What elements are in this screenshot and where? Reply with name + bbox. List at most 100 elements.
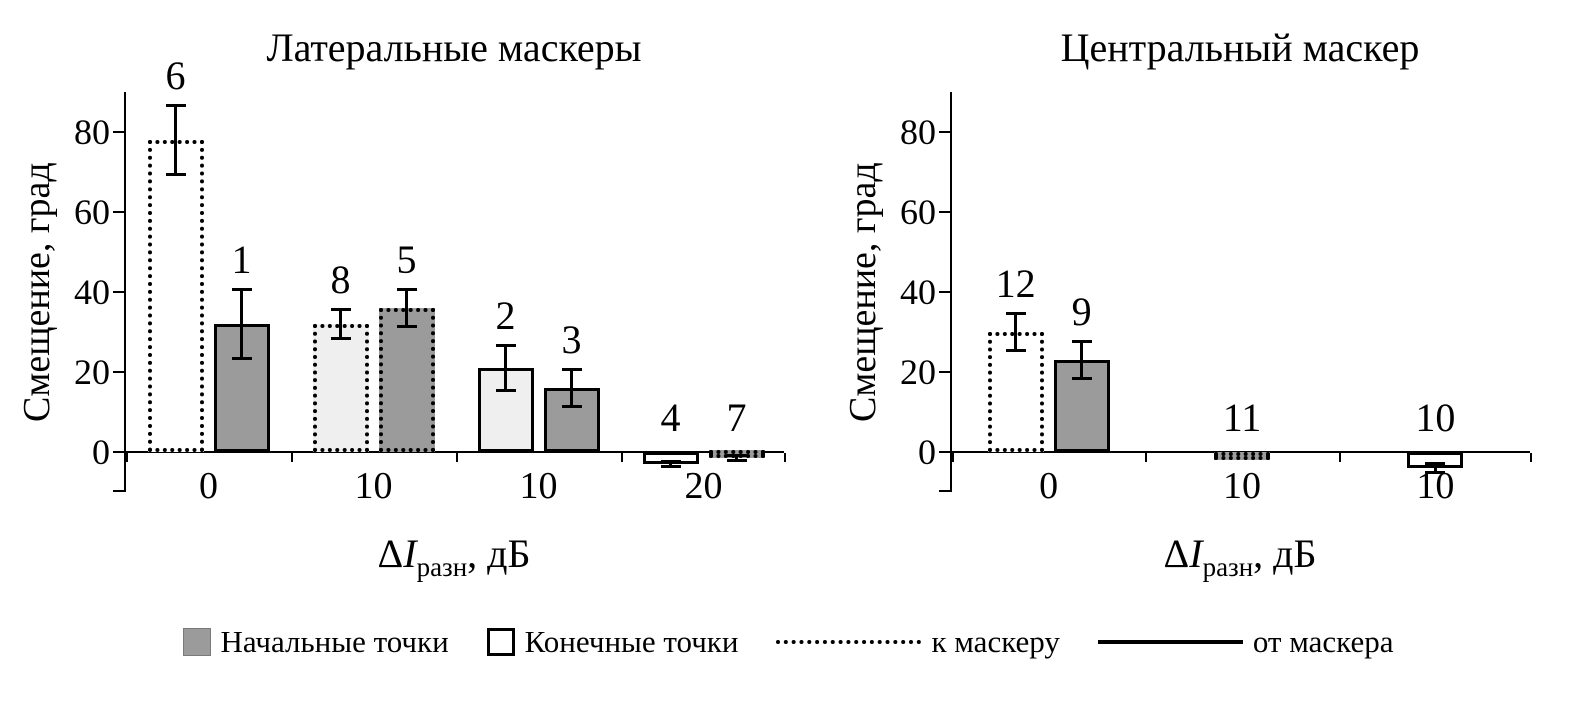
xlabel-suffix: , дБ [467, 531, 531, 576]
x-axis-boundary-tick [621, 453, 623, 462]
x-tick-label: 10 [354, 465, 393, 507]
error-bar [231, 288, 252, 360]
x-axis-boundary-tick [126, 453, 128, 462]
y-tick-label: 40 [900, 272, 936, 312]
y-axis-end-tick [939, 490, 950, 492]
x-axis-boundary-tick [291, 453, 293, 462]
error-bar [1005, 312, 1026, 352]
chart-title-lateral: Латеральные маскеры [266, 25, 642, 70]
solid-line-swatch-icon [1097, 640, 1243, 644]
x-tick-label: 0 [1039, 465, 1059, 507]
y-axis-tick-labels: 0 20 40 60 80 [886, 92, 950, 492]
y-tick-label: 80 [74, 112, 110, 152]
x-axis-boundary-tick [1338, 453, 1341, 462]
x-tick-label: 0 [199, 465, 218, 507]
error-bar [1071, 340, 1092, 380]
legend-item-end-points: Конечные точки [486, 624, 738, 660]
y-tick-mark [113, 371, 124, 373]
bar-11 [1214, 452, 1270, 460]
gray-square-swatch-icon [182, 628, 211, 656]
y-tick-mark [939, 211, 950, 213]
error-bar [165, 104, 186, 176]
plot-area: 0 10 10 20 6 1 8 5 2 3 4 7 [124, 56, 786, 506]
bar-label: 2 [495, 293, 516, 338]
y-tick-label: 60 [900, 192, 936, 232]
x-tick-label: 20 [684, 465, 723, 507]
bar-6 [147, 140, 204, 452]
x-axis-line [126, 451, 784, 453]
x-axis-boundary-tick [1530, 453, 1532, 462]
xlabel-subscript: разн [1202, 552, 1254, 582]
x-axis-boundary-tick [456, 453, 458, 462]
bar-1 [213, 324, 270, 452]
error-bar [330, 308, 351, 340]
y-tick-mark [939, 131, 950, 133]
bar-label: 6 [165, 53, 186, 98]
bar-label: 4 [660, 395, 681, 440]
white-square-swatch-icon [486, 628, 515, 656]
chart-body: Смещение, град 0 20 40 60 80 0 10 10 12 9 11 10 [840, 92, 1532, 506]
x-axis-boundary-tick [1145, 453, 1148, 462]
bar-5 [378, 308, 435, 452]
legend-item-initial-points: Начальные точки [182, 624, 449, 660]
dotted-line-swatch-icon [776, 640, 922, 644]
legend-label: от маскера [1252, 624, 1394, 659]
y-tick-mark [113, 291, 124, 293]
legend-label: к маскеру [931, 624, 1060, 659]
chart-title-central: Центральный маскер [1060, 25, 1420, 70]
error-bar [726, 454, 747, 462]
y-tick-mark [939, 451, 950, 453]
plot-area: 0 10 10 12 9 11 10 [950, 92, 1532, 506]
x-tick-label: 10 [1223, 465, 1261, 507]
chart-panel-central-masker: Центральный маскер Смещение, град 0 20 40 6… [840, 20, 1532, 582]
bar-label: 7 [726, 395, 747, 440]
xlabel-delta: Δ [377, 531, 404, 576]
x-axis-title: ΔIразн, дБ [124, 528, 784, 582]
bar-label: 10 [1415, 395, 1456, 440]
x-axis-title: ΔIразн, дБ [950, 528, 1530, 582]
bar-label: 11 [1222, 395, 1262, 440]
y-tick-label: 80 [900, 112, 936, 152]
y-tick-label: 40 [74, 272, 110, 312]
bar-label: 5 [396, 237, 417, 282]
bar-label: 9 [1071, 289, 1092, 334]
xlabel-suffix: , дБ [1253, 531, 1317, 576]
y-tick-mark [113, 211, 124, 213]
xlabel-delta: Δ [1163, 531, 1190, 576]
bar-8 [312, 324, 369, 452]
x-axis-boundary-tick [952, 453, 954, 462]
legend-label: Начальные точки [220, 624, 449, 659]
y-tick-mark [113, 451, 124, 453]
y-tick-label: 0 [92, 432, 110, 472]
chart-body: Смещение, град 0 20 40 60 80 0 10 10 20 6 1 8 5 2 3 4 7 [14, 56, 786, 506]
xlabel-subscript: разн [416, 552, 468, 582]
error-bar [660, 460, 681, 468]
y-tick-label: 60 [74, 192, 110, 232]
y-tick-mark [939, 291, 950, 293]
chart-panel-lateral-maskers: Латеральные маскеры Смещение, град 0 20 40… [14, 20, 786, 582]
y-tick-mark [113, 131, 124, 133]
legend: Начальные точки Конечные точки к маскеру… [0, 624, 1576, 660]
bar-label: 8 [330, 257, 351, 302]
error-bar [1425, 462, 1446, 474]
y-tick-label: 0 [918, 432, 936, 472]
charts-row: Латеральные маскеры Смещение, град 0 20 40… [14, 20, 1532, 582]
y-tick-mark [939, 371, 950, 373]
legend-item-from-masker: от маскера [1097, 624, 1394, 660]
xlabel-symbol: I [403, 531, 417, 576]
y-axis-end-tick [113, 490, 124, 492]
error-bar [396, 288, 417, 328]
x-axis-boundary-tick [784, 453, 786, 462]
bar-label: 3 [561, 317, 582, 362]
y-tick-label: 20 [74, 352, 110, 392]
error-bar [495, 344, 516, 392]
bar-label: 12 [995, 261, 1036, 306]
x-tick-label: 10 [519, 465, 558, 507]
y-axis-title: Смещение, град [16, 162, 58, 422]
legend-item-to-masker: к маскеру [776, 624, 1060, 660]
y-tick-label: 20 [900, 352, 936, 392]
error-bar [561, 368, 582, 408]
bar-label: 1 [231, 237, 252, 282]
xlabel-symbol: I [1189, 531, 1203, 576]
